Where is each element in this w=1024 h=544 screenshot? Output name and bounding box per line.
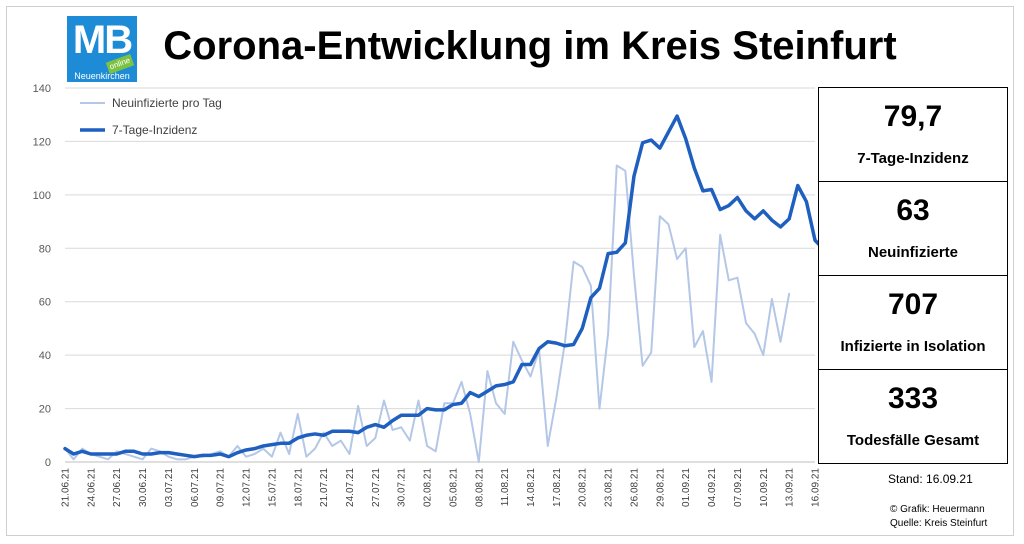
y-tick-label: 20 (39, 404, 51, 416)
logo-letters: MB (72, 18, 133, 62)
x-tick-label: 17.08.21 (552, 468, 563, 507)
x-tick-label: 07.09.21 (733, 468, 744, 507)
kpi-incidence-value: 79,7 (883, 100, 943, 133)
x-tick-label: 24.07.21 (345, 468, 356, 507)
page-title: Corona-Entwicklung im Kreis Steinfurt (163, 24, 897, 68)
x-tick-label: 29.08.21 (655, 468, 666, 507)
x-tick-label: 27.07.21 (371, 468, 382, 507)
x-tick-label: 10.09.21 (759, 468, 770, 507)
x-tick-label: 06.07.21 (190, 468, 201, 507)
x-tick-label: 21.06.21 (61, 468, 72, 507)
kpi-deaths: 333 Todesfälle Gesamt (818, 369, 1008, 464)
x-tick-label: 02.08.21 (423, 468, 434, 507)
kpi-incidence-label: 7-Tage-Inzidenz (857, 150, 969, 167)
x-tick-label: 13.09.21 (785, 468, 796, 507)
kpi-isolation-label: Infizierte in Isolation (840, 338, 986, 355)
graphic-credit: © Grafik: Heuermann (890, 504, 985, 515)
y-tick-label: 120 (33, 136, 51, 148)
mb-online-logo: MB online Neuenkirchen (67, 16, 137, 82)
kpi-isolation-value: 707 (887, 288, 939, 321)
logo-town: Neuenkirchen (74, 71, 130, 81)
x-tick-label: 15.07.21 (267, 468, 278, 507)
kpi-new-infections: 63 Neuinfizierte (818, 181, 1008, 276)
x-tick-label: 27.06.21 (112, 468, 123, 507)
y-tick-label: 60 (39, 297, 51, 309)
x-tick-label: 03.07.21 (164, 468, 175, 507)
y-tick-label: 140 (33, 83, 51, 95)
kpi-deaths-label: Todesfälle Gesamt (846, 432, 980, 449)
kpi-isolation: 707 Infizierte in Isolation (818, 275, 1008, 370)
x-tick-label: 24.06.21 (86, 468, 97, 507)
x-tick-label: 09.07.21 (216, 468, 227, 507)
x-tick-label: 11.08.21 (500, 468, 511, 507)
x-tick-label: 08.08.21 (474, 468, 485, 507)
x-tick-label: 01.09.21 (681, 468, 692, 507)
x-tick-label: 26.08.21 (629, 468, 640, 507)
x-tick-label: 16.09.21 (811, 468, 822, 507)
y-tick-label: 100 (33, 190, 51, 202)
legend-label: 7-Tage-Inzidenz (112, 123, 197, 137)
kpi-deaths-value: 333 (887, 382, 939, 415)
legend-label: Neuinfizierte pro Tag (112, 96, 222, 110)
x-tick-label: 12.07.21 (242, 468, 253, 507)
data-source: Quelle: Kreis Steinfurt (890, 518, 988, 529)
y-tick-label: 0 (45, 457, 51, 469)
series-line-daily (64, 164, 791, 463)
x-tick-label: 30.06.21 (138, 468, 149, 507)
x-tick-label: 14.08.21 (526, 468, 537, 507)
x-tick-label: 04.09.21 (707, 468, 718, 507)
x-tick-label: 18.07.21 (293, 468, 304, 507)
x-tick-label: 23.08.21 (604, 468, 615, 507)
series-line-incidence (63, 114, 826, 459)
x-tick-label: 21.07.21 (319, 468, 330, 507)
y-tick-label: 40 (39, 350, 51, 362)
y-tick-label: 80 (39, 243, 51, 255)
x-tick-label: 05.08.21 (448, 468, 459, 507)
kpi-incidence: 79,7 7-Tage-Inzidenz (818, 87, 1008, 182)
kpi-new-infections-label: Neuinfizierte (867, 244, 958, 261)
kpi-new-infections-value: 63 (896, 194, 930, 227)
x-tick-label: 20.08.21 (578, 468, 589, 507)
stand-date: Stand: 16.09.21 (888, 472, 973, 486)
x-tick-label: 30.07.21 (397, 468, 408, 507)
